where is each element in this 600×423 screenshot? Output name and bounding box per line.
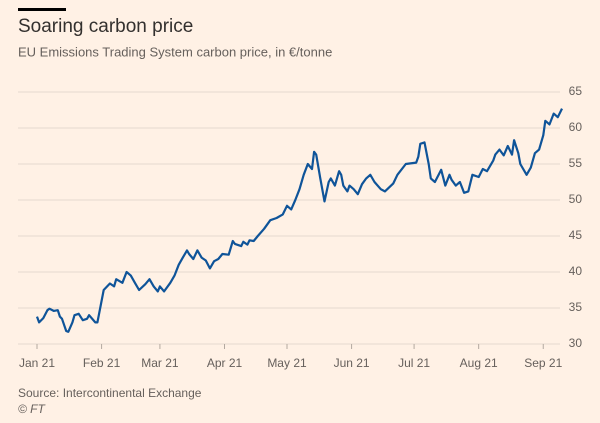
y-tick-label: 60: [569, 120, 583, 134]
title-bar: [18, 8, 66, 11]
y-tick-label: 50: [569, 192, 583, 206]
y-tick-label: 55: [569, 156, 583, 170]
chart-subtitle: EU Emissions Trading System carbon price…: [18, 44, 332, 59]
line: [35, 108, 563, 333]
source: Source: Intercontinental Exchange: [18, 386, 202, 400]
y-tick-label: 65: [569, 84, 583, 98]
credit: © FT: [18, 402, 47, 416]
y-tick-label: 40: [569, 264, 583, 278]
x-tick-label: Jan 21: [19, 356, 55, 370]
x-tick-label: May 21: [267, 356, 307, 370]
y-tick-label: 35: [569, 300, 583, 314]
x-tick-label: Feb 21: [83, 356, 121, 370]
y-tick-label: 45: [569, 228, 583, 242]
x-tick-label: Apr 21: [207, 356, 243, 370]
x-tick-label: Jul 21: [398, 356, 430, 370]
chart-title: Soaring carbon price: [18, 16, 193, 37]
x-tick-label: Mar 21: [141, 356, 179, 370]
y-tick-label: 30: [569, 336, 583, 350]
x-tick-label: Jun 21: [334, 356, 370, 370]
x-tick-label: Aug 21: [460, 356, 498, 370]
x-tick-label: Sep 21: [524, 356, 562, 370]
